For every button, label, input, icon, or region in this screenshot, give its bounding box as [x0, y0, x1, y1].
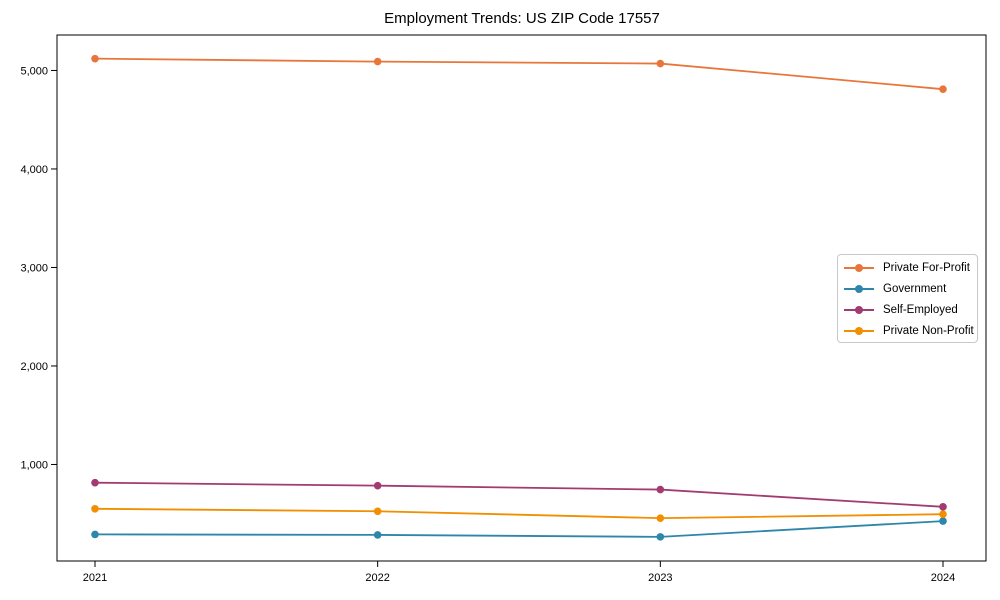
data-point-marker — [656, 514, 665, 522]
y-tick-label: 1,000 — [20, 459, 48, 471]
legend-label: Private Non-Profit — [883, 324, 974, 337]
data-point-marker — [373, 531, 382, 539]
x-tick-label: 2021 — [83, 572, 107, 584]
data-series-line — [94, 57, 944, 91]
x-tick-label: 2024 — [931, 572, 955, 584]
y-tick-label: 4,000 — [20, 164, 48, 176]
legend-dot-icon — [855, 284, 863, 293]
legend-dot-icon — [855, 263, 863, 272]
legend-item: Self-Employed — [844, 299, 971, 320]
legend-dot-icon — [855, 326, 863, 335]
axes-spines — [56, 34, 987, 562]
data-point-marker — [656, 59, 665, 68]
chart-title: Employment Trends: US ZIP Code 17557 — [384, 10, 660, 27]
data-point-marker — [939, 510, 947, 519]
data-point-marker — [939, 503, 947, 511]
data-series-line — [94, 520, 944, 538]
data-point-marker — [373, 481, 382, 490]
legend-marker-icon — [844, 326, 874, 335]
data-series-line — [94, 507, 944, 520]
data-point-marker — [373, 507, 382, 516]
y-tick-label: 2,000 — [20, 361, 48, 373]
legend-dot-icon — [855, 305, 863, 314]
legend: Private For-Profit Government Self-Emplo… — [837, 254, 978, 343]
data-point-marker — [91, 54, 99, 63]
data-point-marker — [656, 533, 665, 541]
legend-marker-icon — [844, 263, 874, 272]
y-tick-label: 3,000 — [20, 262, 48, 274]
data-point-marker — [91, 478, 99, 487]
y-tick-label: 5,000 — [20, 65, 48, 77]
data-point-marker — [91, 530, 99, 539]
data-series-line — [94, 481, 944, 508]
data-point-marker — [373, 57, 382, 66]
legend-label: Government — [883, 282, 947, 295]
data-point-marker — [939, 517, 947, 525]
data-point-marker — [939, 85, 947, 93]
data-point-marker — [656, 485, 665, 494]
legend-label: Private For-Profit — [883, 261, 970, 274]
legend-label: Self-Employed — [883, 303, 958, 316]
x-tick-label: 2023 — [648, 572, 672, 584]
legend-item: Private Non-Profit — [844, 320, 974, 341]
legend-item: Private For-Profit — [844, 257, 971, 278]
legend-marker-icon — [844, 284, 874, 293]
legend-item: Government — [844, 278, 971, 299]
legend-marker-icon — [844, 305, 874, 314]
x-tick-label: 2022 — [365, 572, 389, 584]
data-point-marker — [91, 504, 99, 513]
